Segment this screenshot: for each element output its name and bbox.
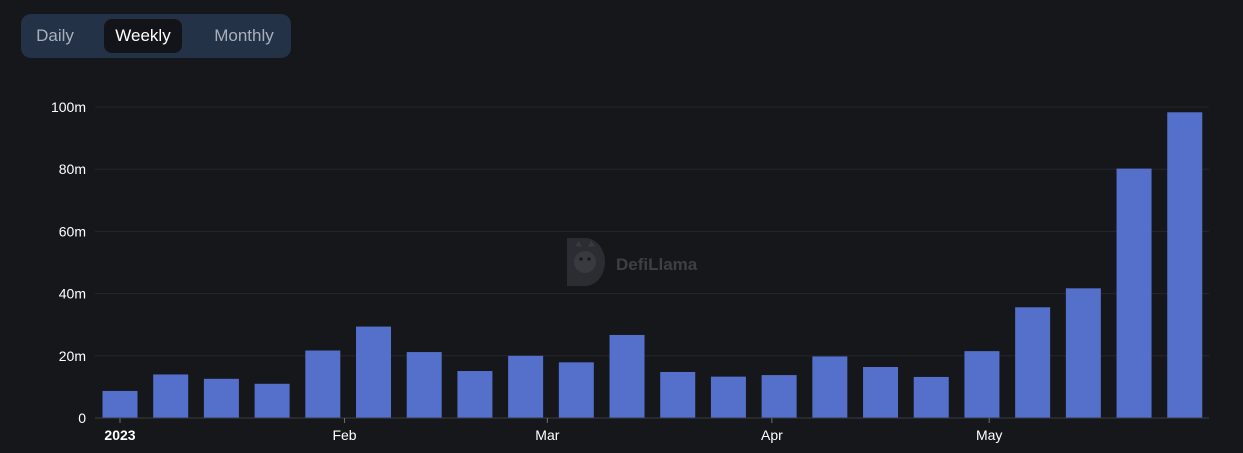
bar[interactable] [964, 351, 1000, 418]
bar[interactable] [406, 352, 442, 418]
interval-tabs: Daily Weekly Monthly [21, 14, 291, 58]
bar[interactable] [203, 378, 239, 418]
x-tick-label: Mar [535, 427, 559, 443]
bar[interactable] [356, 326, 392, 418]
watermark: DefiLlama [567, 238, 698, 286]
tab-weekly[interactable]: Weekly [104, 19, 182, 53]
y-tick-label: 60m [59, 223, 86, 239]
bar[interactable] [1015, 307, 1051, 418]
x-tick-label: Feb [332, 427, 356, 443]
bar[interactable] [660, 371, 696, 418]
y-tick-label: 100m [51, 99, 86, 115]
y-tick-label: 80m [59, 161, 86, 177]
llama-logo-icon [567, 238, 605, 286]
y-axis: 0 20m 40m 60m 80m 100m [51, 99, 86, 426]
y-tick-label: 40m [59, 286, 86, 302]
bar[interactable] [761, 375, 797, 418]
bar[interactable] [812, 356, 848, 418]
bar[interactable] [508, 355, 544, 418]
bar[interactable] [558, 362, 594, 418]
bar[interactable] [305, 350, 341, 418]
y-tick-label: 0 [78, 410, 86, 426]
x-tick-label: Apr [761, 427, 783, 443]
bar[interactable] [153, 374, 189, 418]
bar[interactable] [457, 371, 493, 418]
x-tick-label: May [976, 427, 1002, 443]
bar[interactable] [609, 334, 645, 418]
bar[interactable] [1167, 112, 1203, 419]
bar[interactable] [863, 366, 899, 418]
bar[interactable] [102, 390, 138, 418]
bar[interactable] [710, 376, 746, 418]
x-tick-label: 2023 [104, 427, 135, 443]
bars [102, 112, 1203, 419]
bar[interactable] [254, 383, 290, 418]
x-axis: 2023 Feb Mar Apr May [104, 418, 1002, 443]
tab-monthly[interactable]: Monthly [214, 26, 274, 45]
watermark-text: DefiLlama [616, 255, 698, 274]
y-tick-label: 20m [59, 348, 86, 364]
bar[interactable] [1065, 288, 1101, 418]
bar[interactable] [1116, 168, 1152, 418]
tab-daily[interactable]: Daily [36, 26, 74, 45]
bar[interactable] [913, 376, 949, 418]
